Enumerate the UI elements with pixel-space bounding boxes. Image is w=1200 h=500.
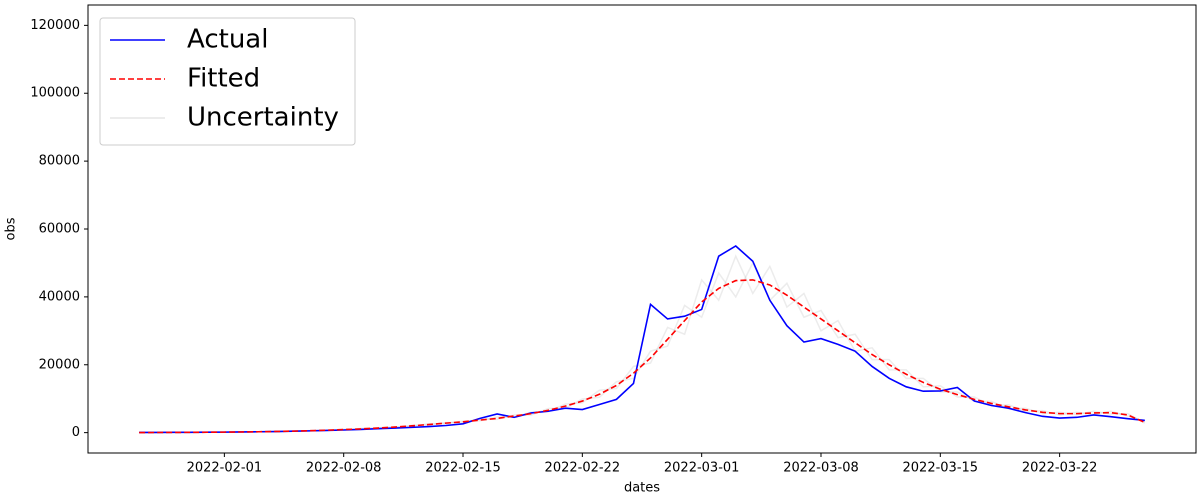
x-tick-label: 2022-02-08 — [306, 461, 382, 476]
x-tick-label: 2022-02-01 — [187, 461, 263, 476]
plot-frame — [87, 4, 1197, 454]
x-tick-label: 2022-02-15 — [425, 461, 501, 476]
x-tick-label: 2022-02-22 — [545, 461, 621, 476]
legend: Actual Fitted Uncertainty — [99, 17, 356, 146]
x-tick-label: 2022-03-22 — [1022, 461, 1098, 476]
y-tick-label: 60000 — [39, 222, 80, 237]
y-tick-label: 20000 — [39, 357, 80, 372]
legend-box — [99, 17, 356, 146]
x-tick-label: 2022-03-15 — [903, 461, 979, 476]
x-tick-label: 2022-03-01 — [664, 461, 740, 476]
series-line — [139, 279, 1146, 434]
series-line — [139, 244, 1145, 434]
y-tick-label: 0 — [72, 425, 80, 440]
x-axis-label: dates — [624, 481, 660, 496]
legend-label: Uncertainty — [187, 103, 339, 133]
uncertainty-line — [139, 261, 1146, 434]
y-tick-label: 120000 — [30, 18, 80, 33]
legend-label: Fitted — [187, 64, 260, 94]
y-axis-label: obs — [4, 217, 19, 240]
y-tick-label: 100000 — [30, 86, 80, 101]
legend-label: Actual — [187, 25, 268, 55]
x-tick-label: 2022-03-08 — [783, 461, 859, 476]
y-tick-label: 80000 — [39, 154, 80, 169]
y-tick-label: 40000 — [39, 289, 80, 304]
